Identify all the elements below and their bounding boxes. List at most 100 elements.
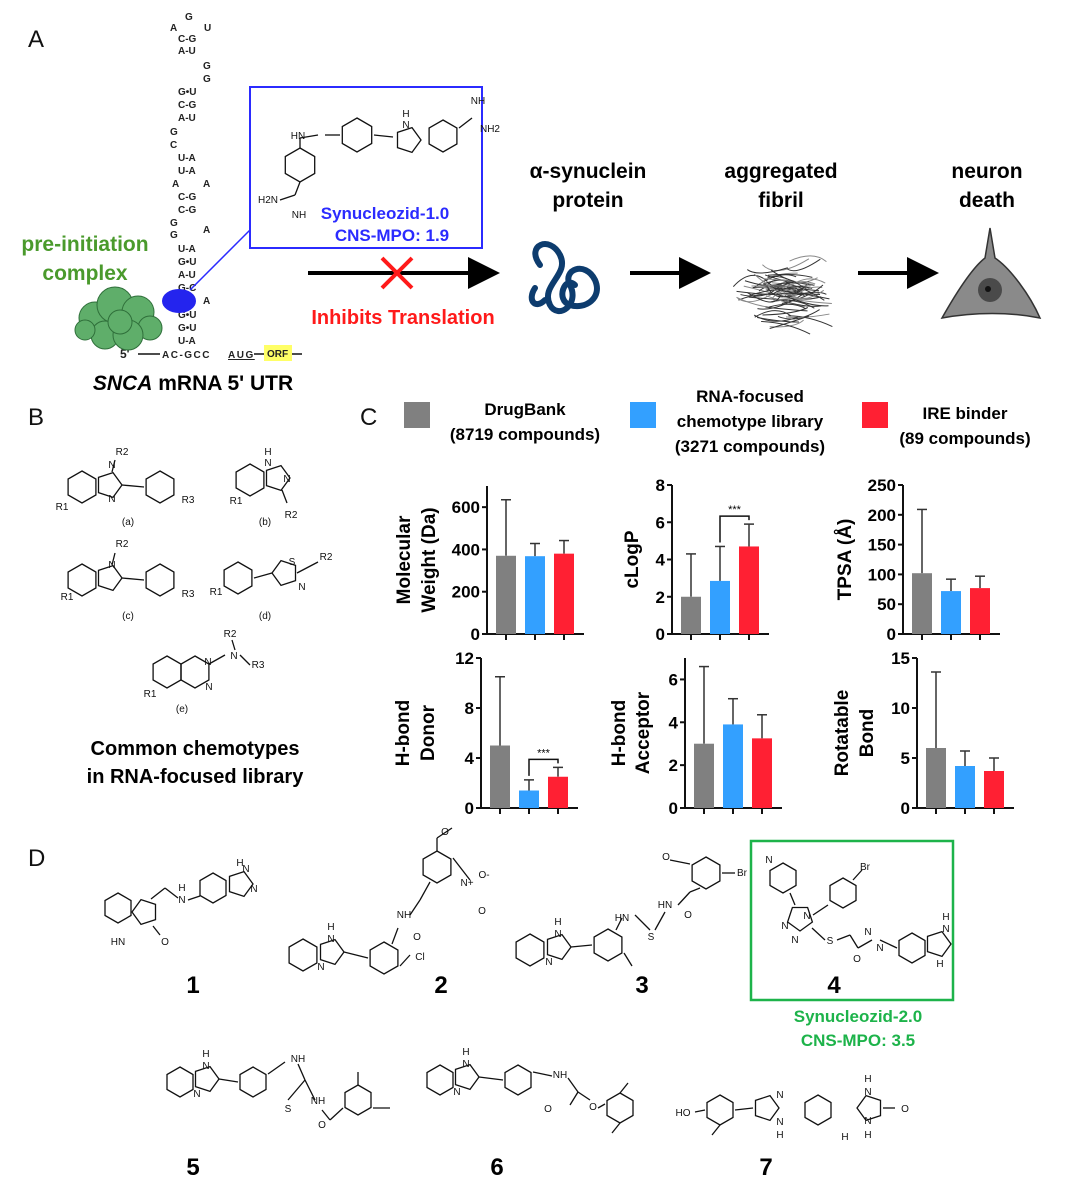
legend-ire-line1: IRE binder	[922, 404, 1007, 423]
compound-atom-label: H	[236, 858, 243, 869]
mrna-sequence: 5' AC-GCC AUG ORF	[120, 345, 302, 361]
compound-atom-label: HN	[615, 913, 629, 924]
compound-atom-label: H	[327, 922, 334, 933]
bar	[926, 748, 946, 808]
chemotype-id: (c)	[122, 611, 134, 622]
compound-atom-label: O	[684, 910, 692, 921]
y-tick-label: 400	[452, 540, 480, 559]
chemotype-atom-label: R1	[230, 496, 243, 507]
y-tick-label: 0	[471, 625, 480, 644]
panel-label-b: B	[28, 404, 44, 431]
significance-label: ***	[537, 747, 551, 759]
compound-atom-label: N	[242, 864, 249, 875]
chemotype-atom-label: N	[264, 458, 271, 469]
compound-atom-label: N	[178, 895, 185, 906]
compound-atom-label: Br	[860, 862, 871, 873]
chemotype-atom-label: N	[108, 494, 115, 505]
connector-line	[189, 229, 251, 291]
y-axis-label: Acceptor	[633, 691, 654, 774]
compound-atom-label: H	[864, 1130, 871, 1141]
step-3-label-line1: neuron	[951, 160, 1022, 183]
compound-atom-label: N	[876, 943, 883, 954]
bar	[710, 580, 730, 634]
rna-nucleotide: G	[170, 127, 178, 138]
hit-compound-structures: HN OHNHNN1HNNNHOClON+O-O2HNNHNSHNOOBr3NNN…	[104, 827, 952, 1181]
atom-label: NH2	[480, 124, 500, 135]
complex-label-line2: complex	[42, 262, 128, 285]
y-tick-label: 250	[868, 476, 896, 495]
chemotype-atom-label: R2	[116, 539, 129, 550]
chart-4: 0 4 8 12 H-bond Donor ***	[393, 649, 578, 818]
y-tick-label: 0	[669, 799, 678, 818]
y-tick-label: 12	[455, 649, 474, 668]
y-tick-label: 10	[891, 699, 910, 718]
chart-1: 0 200 400 600 Molecular Weight (Da)	[394, 486, 584, 644]
ribosome-icon	[74, 286, 163, 351]
chemotype-atom-label: N	[108, 560, 115, 571]
y-tick-label: 600	[452, 498, 480, 517]
compound-atom-label: N	[781, 921, 788, 932]
chart-2: 0 2 4 6 8 cLogP ***	[622, 476, 769, 644]
synucleozid-1-structure: HN HN NH NH2 H2N NH	[258, 96, 500, 221]
compound-atom-label: O	[589, 1102, 597, 1113]
chemotype-atom-label: R3	[182, 495, 195, 506]
rna-nucleotide: C-G	[178, 192, 197, 203]
compound-atom-label: Br	[737, 868, 748, 879]
bar	[912, 573, 932, 634]
chemotype-atom-label: N	[283, 474, 290, 485]
significance-bracket	[719, 515, 750, 543]
compound-atom-label: H	[202, 1049, 209, 1060]
highlight-name: Synucleozid-2.0	[794, 1007, 922, 1026]
compound-atom-label: N	[864, 1116, 871, 1127]
bar	[752, 738, 772, 808]
compound-number: 7	[759, 1154, 772, 1181]
rna-nucleotide: G-C	[178, 283, 196, 294]
compound-atom-label: N	[803, 911, 810, 922]
chemotype-atom-label: R2	[320, 552, 333, 563]
y-tick-label: 100	[868, 565, 896, 584]
rna-nucleotide: G	[170, 230, 178, 241]
neuron-icon	[940, 227, 1042, 320]
significance-label: ***	[728, 504, 742, 516]
compound-atom-label: H	[462, 1047, 469, 1058]
mrna-title: SNCA mRNA 5' UTR	[93, 372, 293, 395]
rna-nucleotide: G•U	[178, 310, 197, 321]
orf-label: ORF	[267, 349, 288, 360]
compound-atom-label: H	[942, 912, 949, 923]
bar	[681, 596, 701, 634]
y-tick-label: 4	[465, 749, 475, 768]
compound-box	[249, 86, 483, 249]
rna-nucleotide: G	[170, 218, 178, 229]
compound-atom-label: O	[413, 932, 421, 943]
rna-nucleotide: U-A	[178, 336, 196, 347]
chemotype-atom-label: N	[230, 651, 237, 662]
y-axis-label: H-bond	[393, 700, 414, 766]
y-axis-label: TPSA (Å)	[835, 519, 856, 601]
y-axis-label: cLogP	[622, 530, 643, 588]
compound-atom-label: NH	[397, 910, 411, 921]
atom-label: H2N	[258, 195, 278, 206]
atom-label: NH	[471, 96, 485, 107]
rna-nucleotide: U-A	[178, 166, 196, 177]
compound-atom-label: S	[285, 1104, 292, 1115]
chemotype-id: (a)	[122, 517, 134, 528]
bar	[694, 743, 714, 808]
compound-atom-label: O	[318, 1120, 326, 1131]
bar	[548, 776, 568, 808]
compound-atom-label: N	[776, 1117, 783, 1128]
bar	[525, 556, 545, 634]
rna-nucleotide: G	[203, 74, 211, 85]
compound-atom-label: H	[554, 917, 561, 928]
y-tick-label: 200	[868, 506, 896, 525]
compound-atom-label: S	[827, 936, 834, 947]
y-tick-label: 0	[901, 799, 910, 818]
step-2-label-line2: fibril	[758, 189, 804, 212]
legend-rna-line1: RNA-focused	[696, 387, 804, 406]
compound-atom-label: N	[193, 1089, 200, 1100]
chart-6: 0 5 10 15 Rotatable Bond	[832, 649, 1014, 818]
compound-atom-label: N	[942, 924, 949, 935]
compound-atom-label: Cl	[415, 952, 424, 963]
start-codon: AUG	[228, 350, 255, 361]
